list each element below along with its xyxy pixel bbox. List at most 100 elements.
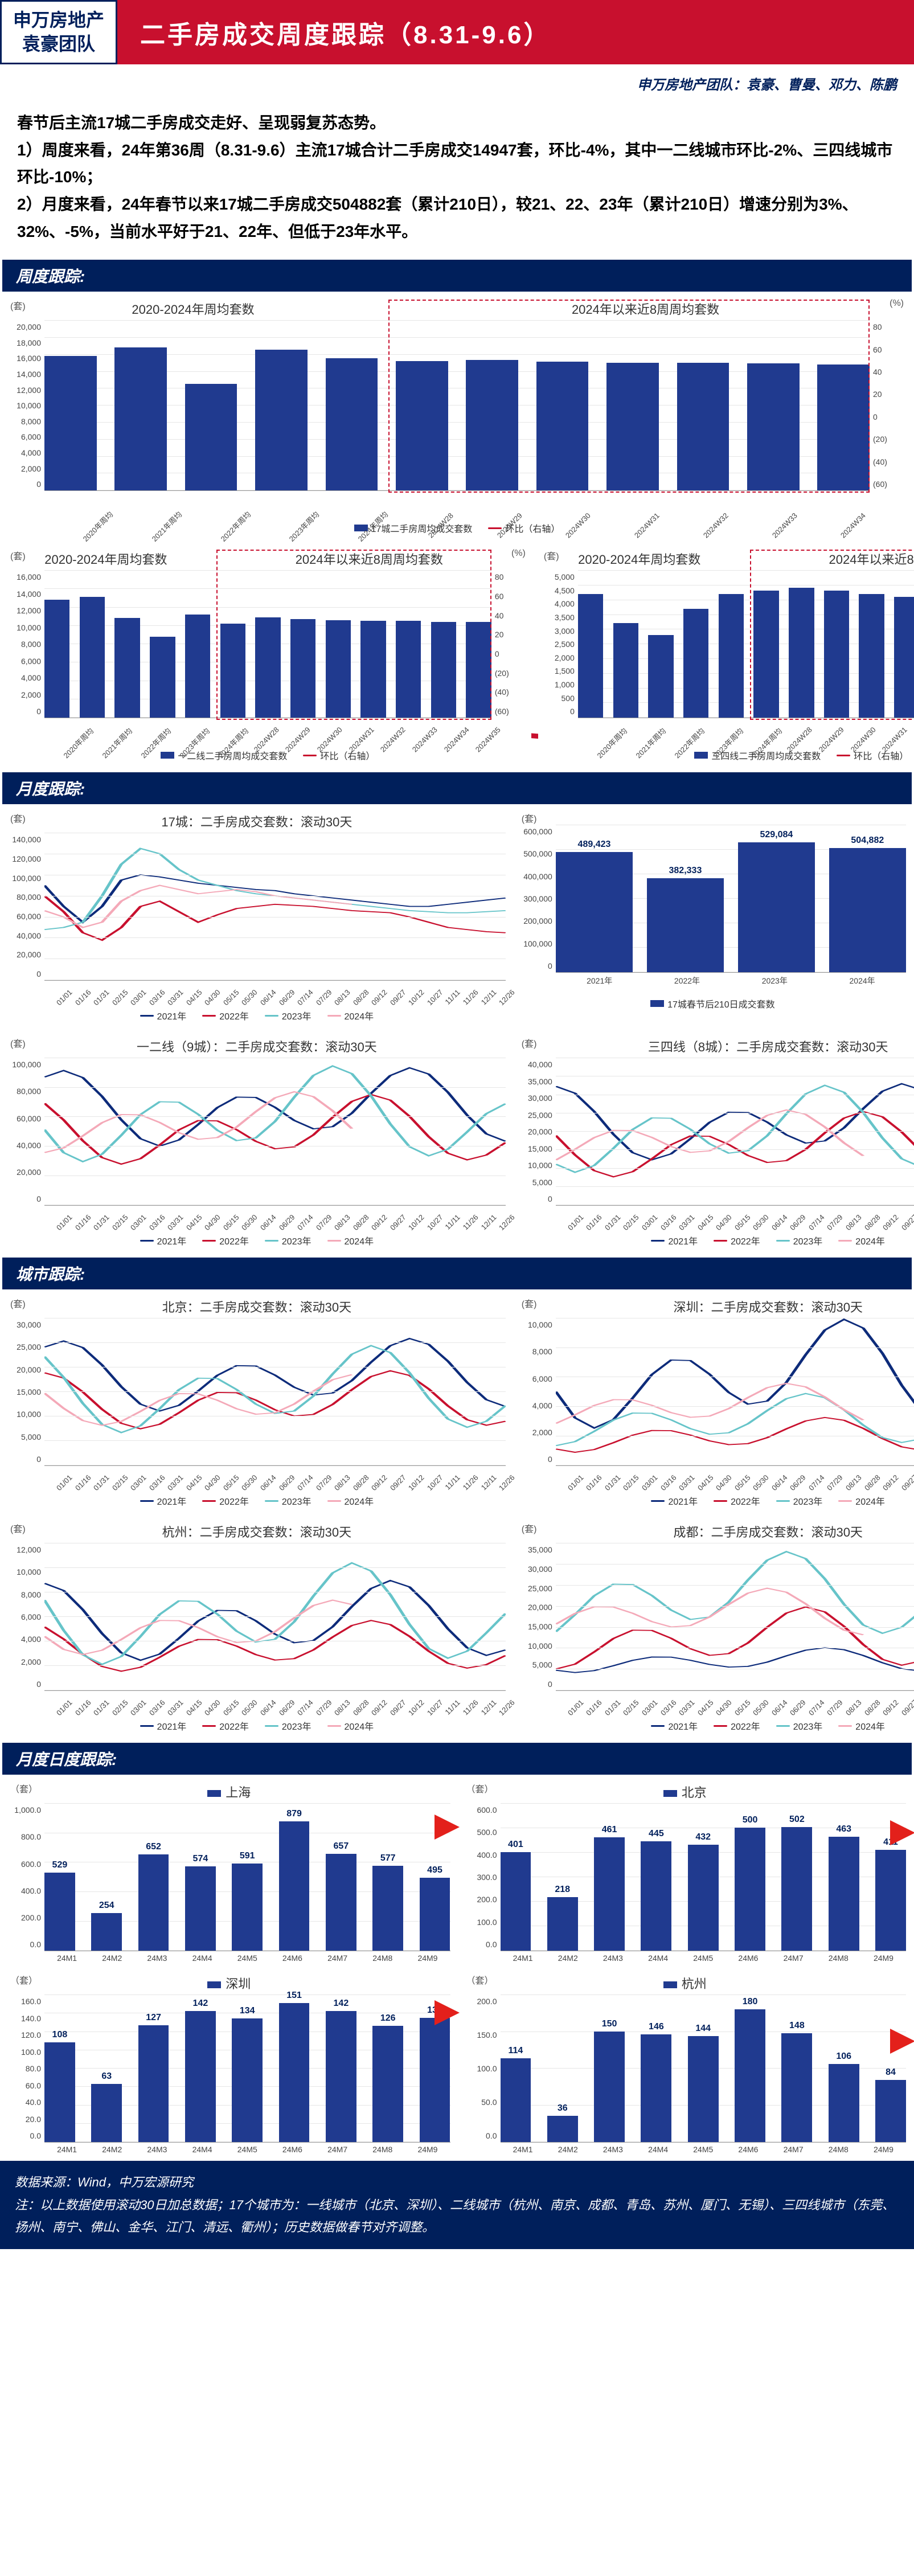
x-axis: 01/0101/1601/3102/1503/0103/1603/3104/15…: [516, 1691, 914, 1709]
bar: [466, 360, 518, 490]
bar: [894, 597, 914, 718]
bar: 502: [781, 1827, 812, 1951]
y-unit: (套): [522, 811, 537, 825]
bar: [396, 361, 448, 490]
plot-area: [44, 1058, 506, 1206]
city-shenzhen-chart: (套) 深圳：二手房成交套数：滚动30天 10,0008,0006,0004,0…: [516, 1293, 914, 1511]
arrow-icon: [890, 1820, 914, 1845]
footer-source: 数据来源：Wind，中万宏源研究: [15, 2171, 899, 2194]
bar: [396, 621, 421, 718]
summary-block: 春节后主流17城二手房成交走好、呈现弱复苏态势。 1）周度来看，24年第36周（…: [0, 98, 914, 256]
chart-title: 北京: [461, 1778, 910, 1803]
bar: 382,333: [647, 878, 724, 972]
x-axis: 24M124M224M324M424M524M624M724M824M9: [461, 1951, 910, 1963]
plot-area: 529254652574591879657577495: [44, 1803, 450, 1951]
y-unit: (套): [10, 811, 26, 825]
daily-shenzhen-chart: （套） 深圳 160.0140.0120.0100.080.060.040.02…: [5, 1969, 454, 2154]
section-monthly: 月度跟踪:: [2, 772, 912, 804]
bar: [859, 594, 884, 718]
weekly-tier12-chart: (套) (%) 2020-2024年周均套数2024年以来近8周周均套数 16,…: [5, 545, 531, 765]
bar: [185, 384, 237, 490]
y-unit: (套): [522, 1521, 537, 1535]
bar: 218: [547, 1897, 578, 1951]
bar: [536, 362, 589, 490]
plot-area: [44, 1318, 506, 1466]
bar: [290, 619, 315, 718]
y-unit: （套）: [10, 1782, 38, 1795]
chart-title: 深圳：二手房成交套数：滚动30天: [516, 1293, 914, 1318]
plot-area: 1143615014614418014810684: [501, 1995, 907, 2143]
x-axis: 01/0101/1601/3102/1503/0103/1603/3104/15…: [5, 1206, 509, 1223]
bar: [326, 620, 351, 718]
page-header: 申万房地产 袁豪团队 二手房成交周度跟踪（8.31-9.6）: [0, 0, 914, 64]
bar: 127: [138, 2025, 169, 2143]
x-axis: 2021年2022年2023年2024年: [516, 973, 909, 986]
rolling-17city-chart: (套) 17城：二手房成交套数：滚动30天 140,000120,000100,…: [5, 808, 509, 1026]
bar: 879: [279, 1821, 310, 1951]
weekly-main-chart: (套) (%) 2020-2024年周均套数2024年以来近8周周均套数 20,…: [5, 295, 909, 538]
bar: [255, 350, 308, 490]
plot-area: [556, 1318, 914, 1466]
bar: 504,882: [829, 848, 906, 972]
x-axis: 01/0101/1601/3102/1503/0103/1603/3104/15…: [5, 1466, 509, 1484]
bar: 489,423: [556, 852, 633, 972]
chart-title: 北京：二手房成交套数：滚动30天: [5, 1293, 509, 1318]
y-unit: (套): [10, 1521, 26, 1535]
bar: [578, 594, 603, 718]
city-hangzhou-chart: (套) 杭州：二手房成交套数：滚动30天 12,00010,0008,0006,…: [5, 1518, 509, 1736]
plot-area: [44, 320, 870, 491]
bar: 142: [185, 2011, 216, 2142]
chart-title-right: 2024年以来近8周周均套数: [741, 545, 914, 570]
section-weekly: 周度跟踪:: [2, 260, 912, 292]
city-chengdu-chart: (套) 成都：二手房成交套数：滚动30天 35,00030,00025,0002…: [516, 1518, 914, 1736]
bar: 657: [326, 1854, 356, 1951]
plot-area: [578, 570, 914, 718]
arrow-icon: [435, 1815, 460, 1840]
bar: [677, 363, 729, 490]
bar: 144: [688, 2036, 719, 2142]
bar: [466, 622, 491, 718]
team-badge: 申万房地产 袁豪团队: [0, 0, 117, 64]
chart-title-right: 2024年以来近8周周均套数: [207, 545, 531, 570]
bar: [817, 365, 870, 490]
chart-title: 成都：二手房成交套数：滚动30天: [516, 1518, 914, 1543]
bar: [185, 615, 210, 718]
bar: 463: [829, 1837, 859, 1951]
bar: [789, 588, 814, 718]
weekly-tier34-chart: (套) (%) 2020-2024年周均套数2024年以来近8周周均套数 5,0…: [538, 545, 914, 765]
bar: [150, 637, 175, 718]
y-unit: （套）: [466, 1973, 494, 1987]
arrow-icon: [435, 2000, 460, 2025]
daily-hangzhou-chart: （套） 杭州 200.0150.0100.050.00.0 1143615014…: [461, 1969, 910, 2154]
footer-note: 注：以上数据使用滚动30日加总数据；17个城市为：一线城市（北京、深圳）、二线城…: [15, 2194, 899, 2239]
y-unit: （套）: [10, 1973, 38, 1987]
bar: [114, 347, 167, 490]
bar: 134: [232, 2018, 263, 2142]
bar: 411: [875, 1850, 906, 1951]
bar: [613, 623, 638, 718]
bar: 577: [372, 1866, 403, 1951]
bar: 108: [44, 2042, 75, 2142]
bar: [753, 591, 778, 718]
bar: 574: [185, 1866, 216, 1951]
team-name-2: 袁豪团队: [13, 32, 104, 56]
section-city: 城市跟踪:: [2, 1258, 912, 1289]
bar: 135: [420, 2018, 450, 2143]
section-daily: 月度日度跟踪:: [2, 1743, 912, 1775]
bar: [255, 617, 280, 718]
daily-beijing-chart: （套） 北京 600.0500.0400.0300.0200.0100.00.0…: [461, 1778, 910, 1963]
bar: 126: [372, 2026, 403, 2142]
bar: 591: [232, 1864, 263, 1951]
team-name-1: 申万房地产: [13, 9, 104, 32]
x-axis: 01/0101/1601/3102/1503/0103/1603/3104/15…: [516, 1206, 914, 1223]
y-unit: (套): [10, 1296, 26, 1310]
plot-area: 489,423382,333529,084504,882: [556, 825, 906, 973]
x-axis: 2020年周均2021年周均2022年周均2023年周均2024年周均2024W…: [5, 491, 909, 511]
chart-title-left: 2020-2024年周均套数: [538, 545, 741, 570]
bar: 254: [91, 1913, 122, 1951]
chart-title: 上海: [5, 1778, 454, 1803]
bar: 529: [44, 1873, 75, 1951]
x-axis: 01/0101/1601/3102/1503/0103/1603/3104/15…: [5, 981, 509, 998]
arrow-icon: [890, 2029, 914, 2054]
bar: [648, 635, 673, 718]
